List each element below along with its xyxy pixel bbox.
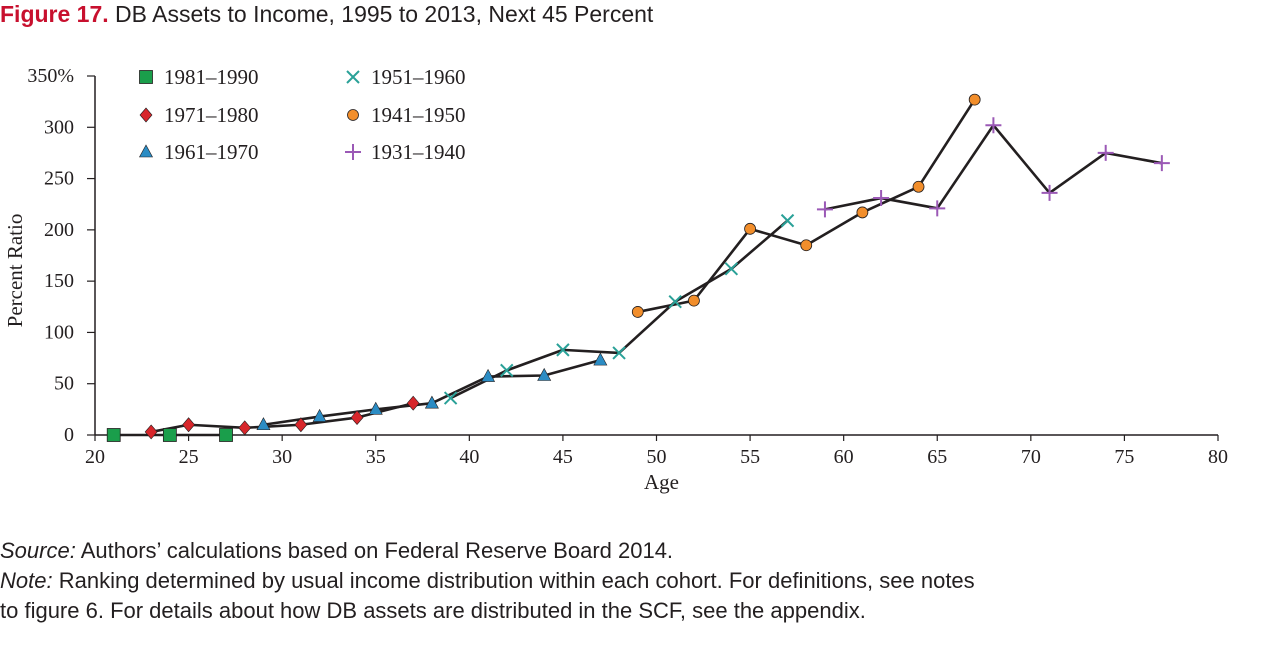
data-point [631, 306, 644, 318]
legend-label: 1971–1980 [164, 103, 259, 127]
data-point [294, 417, 308, 433]
note-line: Note: Ranking determined by usual income… [0, 566, 1280, 596]
data-point [368, 401, 383, 415]
data-point [985, 117, 1002, 134]
data-point [144, 424, 158, 440]
data-point [537, 367, 552, 381]
data-point [816, 201, 833, 218]
legend-item: 1951–1960 [346, 65, 466, 89]
note-text-1: Ranking determined by usual income distr… [58, 568, 975, 593]
data-point [424, 395, 439, 409]
series-line-1931–1940 [824, 123, 1163, 211]
series-line-1971–1980 [150, 401, 414, 434]
legend-item: 1941–1950 [347, 103, 466, 127]
y-tick-label: 300 [44, 116, 74, 138]
data-point [350, 410, 364, 426]
x-tick-label: 70 [1021, 446, 1041, 468]
x-tick-label: 30 [272, 446, 292, 468]
series-line-1961–1970 [263, 358, 601, 427]
data-point [929, 200, 946, 217]
legend-marker [138, 144, 154, 158]
y-tick-label: 250 [44, 168, 74, 190]
figure-title: Figure 17. DB Assets to Income, 1995 to … [0, 0, 653, 28]
x-tick-label: 40 [459, 446, 479, 468]
figure-title-text: DB Assets to Income, 1995 to 2013, Next … [115, 1, 654, 27]
data-point [406, 395, 420, 411]
data-point [968, 93, 981, 106]
legend-label: 1981–1990 [164, 65, 259, 89]
legend-marker [139, 107, 153, 123]
y-tick-label: 150 [44, 270, 74, 292]
data-point [744, 222, 756, 235]
data-point [1097, 144, 1114, 161]
legend-item: 1931–1940 [345, 140, 466, 164]
data-point [500, 363, 514, 378]
legend-label: 1961–1970 [164, 140, 259, 164]
source-text: Authors’ calculations based on Federal R… [80, 538, 674, 563]
data-point [688, 294, 700, 307]
data-point [800, 239, 813, 252]
note-label: Note: [0, 568, 53, 593]
source-line: Source: Authors’ calculations based on F… [0, 536, 1280, 566]
data-point [856, 206, 869, 219]
data-point [106, 428, 121, 442]
note-line-2: to figure 6. For details about how DB as… [0, 596, 1280, 626]
data-point [256, 417, 271, 431]
data-point [780, 213, 795, 228]
y-tick-label: 50 [54, 373, 74, 395]
legend-item: 1961–1970 [138, 140, 259, 164]
y-tick-label: 0 [64, 424, 74, 446]
legend-marker [347, 109, 359, 121]
x-tick-label: 20 [85, 446, 105, 468]
series-markers [106, 93, 1170, 442]
data-point [182, 417, 195, 433]
legend-marker [345, 144, 361, 160]
figure-label: Figure 17. [0, 1, 109, 27]
data-point [873, 190, 890, 207]
data-point [612, 346, 626, 360]
data-point [724, 262, 739, 276]
legend-marker [346, 70, 360, 84]
legend: 1981–1990 1971–1980 1961–1970 1951–1960 1941… [138, 65, 466, 164]
data-point [1041, 184, 1058, 201]
data-point [1153, 155, 1170, 172]
data-point [668, 294, 682, 309]
data-point [238, 420, 252, 436]
series-lines [113, 98, 1163, 437]
data-point [219, 428, 233, 442]
legend-label: 1941–1950 [371, 103, 466, 127]
figure-notes: Source: Authors’ calculations based on F… [0, 536, 1280, 626]
note-text-2: to figure 6. For details about how DB as… [0, 598, 866, 623]
x-tick-label: 50 [647, 446, 667, 468]
legend-marker [139, 70, 153, 84]
legend-item: 1981–1990 [139, 65, 259, 89]
y-tick-label: 100 [44, 321, 74, 343]
y-tick-label: 350% [27, 65, 74, 87]
y-axis-label: Percent Ratio [3, 214, 27, 328]
x-tick-label: 25 [179, 446, 199, 468]
data-point [312, 408, 327, 422]
data-point [556, 343, 570, 357]
data-point [162, 428, 177, 442]
data-point [593, 352, 608, 366]
x-tick-label: 35 [366, 446, 386, 468]
data-point [443, 391, 458, 405]
x-tick-label: 60 [834, 446, 854, 468]
axes: 20 25 30 35 40 45 50 55 60 65 70 75 80 0 50 100 150 200 25… [3, 65, 1228, 494]
legend-label: 1951–1960 [371, 65, 466, 89]
y-tick-label: 200 [44, 219, 74, 241]
source-label: Source: [0, 538, 76, 563]
x-tick-label: 45 [553, 446, 573, 468]
x-tick-label: 55 [740, 446, 760, 468]
x-tick-label: 65 [927, 446, 947, 468]
data-point [912, 180, 925, 193]
line-chart: 20 25 30 35 40 45 50 55 60 65 70 75 80 0 50 100 150 200 25… [3, 65, 1228, 494]
data-point [481, 368, 496, 382]
x-tick-label: 80 [1208, 446, 1228, 468]
x-axis-label: Age [644, 470, 679, 494]
legend-item: 1971–1980 [139, 103, 259, 127]
x-tick-label: 75 [1114, 446, 1134, 468]
legend-label: 1931–1940 [371, 140, 466, 164]
